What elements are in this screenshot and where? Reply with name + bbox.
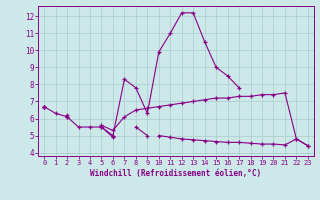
X-axis label: Windchill (Refroidissement éolien,°C): Windchill (Refroidissement éolien,°C) — [91, 169, 261, 178]
